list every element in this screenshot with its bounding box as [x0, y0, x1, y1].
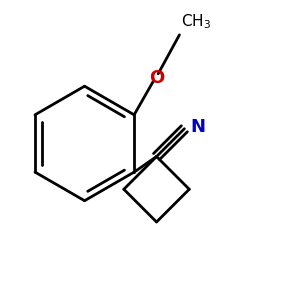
Text: CH$_3$: CH$_3$ — [181, 12, 211, 31]
Text: O: O — [149, 69, 164, 87]
Text: N: N — [190, 118, 205, 136]
